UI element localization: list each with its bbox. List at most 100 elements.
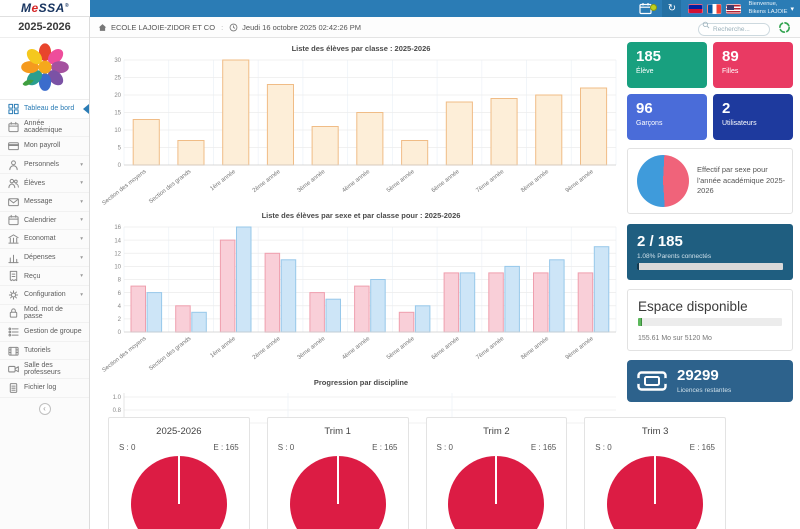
sidebar-item-label: Mod. mot de passe [24, 306, 63, 321]
stat-card-filles: 89 Filles [713, 42, 793, 88]
breadcrumb-bar: ECOLE LAJOIE-ZIDOR ET CO : Jeudi 16 octo… [90, 17, 800, 38]
trim-s-value: S : 0 [119, 443, 136, 452]
sidebar-item-label: Configuration [24, 291, 66, 299]
right-column: 185 Élève 89 Filles 96 Garçons 2 Utilisateurs E… [627, 42, 793, 402]
sidebar-item-label: Tableau de bord [24, 105, 75, 113]
svg-text:9ème année: 9ème année [565, 168, 596, 194]
stat-value: 89 [722, 48, 739, 65]
user-menu[interactable]: Bienvenue, Bikens LAJOIE ▾ [748, 1, 794, 15]
sex-pie-card: Effectif par sexe pour l'année académiqu… [627, 148, 793, 214]
sex-pie-caption: Effectif par sexe pour l'année académiqu… [697, 165, 786, 196]
sidebar-item-configuration[interactable]: Configuration ▾ [0, 285, 89, 305]
sidebar-item-ann-e-acad-mique[interactable]: Année académique [0, 118, 89, 138]
stat-label: Filles [722, 67, 739, 75]
svg-text:6: 6 [118, 291, 122, 297]
chart-title: Progression par discipline [313, 378, 409, 387]
sidebar-item-gestion-de-groupe[interactable]: Gestion de groupe [0, 323, 89, 342]
sidebar-item-label: Élèves [24, 179, 46, 187]
sidebar-item-label: Fichier log [24, 384, 57, 392]
flag-usa-icon[interactable] [726, 3, 742, 14]
trim-s-value: S : 0 [595, 443, 612, 452]
trimester-title: Trim 1 [324, 426, 351, 437]
svg-text:12: 12 [114, 251, 121, 257]
refresh-button[interactable]: ↻ [662, 0, 682, 17]
brand-logo[interactable]: MeSSA® [0, 0, 90, 17]
svg-text:Section des grands: Section des grands [148, 169, 192, 205]
sidebar-item-re-u[interactable]: Reçu ▾ [0, 267, 89, 286]
pie-zero-slice [336, 456, 339, 504]
main-content: Liste des élèves par classe : 2025-2026 … [90, 38, 800, 529]
trimester-card-2025-2026: 2025-2026 S : 0 E : 165 [108, 417, 250, 529]
dashboard-icon [8, 103, 19, 114]
chevron-down-icon: ▾ [80, 161, 83, 168]
svg-text:8ème année: 8ème année [520, 335, 551, 361]
sidebar-item-mod-mot-de-passe[interactable]: Mod. mot de passe [0, 304, 89, 324]
svg-text:5: 5 [118, 146, 122, 152]
breadcrumb: ECOLE LAJOIE-ZIDOR ET CO : Jeudi 16 octo… [98, 23, 361, 32]
svg-text:3ème année: 3ème année [297, 335, 328, 361]
sync-button[interactable] [777, 20, 792, 35]
trimester-pie-chart [448, 456, 545, 529]
licenses-card: 29299 Licences restantes [627, 360, 793, 402]
bank-icon [8, 234, 19, 244]
stat-card-utilisateurs: 2 Utilisateurs [713, 94, 793, 140]
trimester-title: Trim 3 [641, 426, 669, 437]
svg-text:4: 4 [118, 304, 122, 310]
trimester-pie-chart [289, 456, 386, 529]
parents-label: 1.08% Parents connectés [637, 253, 712, 260]
calendar-button[interactable] [639, 2, 658, 15]
stat-value: 2 [722, 100, 731, 117]
calendar-icon [8, 215, 19, 226]
collapse-sidebar-button[interactable]: ‹ [38, 402, 51, 415]
svg-text:8: 8 [118, 278, 122, 284]
trimester-title: 2025-2026 [156, 426, 202, 437]
sidebar: 2025-2026 Tableau de bord Année académiqu… [0, 17, 90, 529]
sidebar-item-calendrier[interactable]: Calendrier ▾ [0, 211, 89, 231]
svg-text:9ème année: 9ème année [565, 335, 596, 361]
stat-cards: 185 Élève 89 Filles 96 Garçons 2 Utilisateurs [627, 42, 793, 140]
sidebar-item-economat[interactable]: Economat ▾ [0, 230, 89, 249]
svg-text:6ème année: 6ème année [431, 168, 462, 194]
ticket-icon [637, 371, 667, 391]
sidebar-item-label: Message [24, 198, 53, 206]
sidebar-item--l-ves[interactable]: Élèves ▾ [0, 174, 89, 193]
gears-icon [8, 290, 19, 300]
lock-icon [9, 308, 18, 318]
sidebar-item-fichier-log[interactable]: Fichier log [0, 378, 89, 398]
search-input[interactable] [698, 23, 770, 36]
trimester-card-trim-2: Trim 2 S : 0 E : 165 [425, 417, 568, 529]
sidebar-item-tableau-de-bord[interactable]: Tableau de bord [0, 100, 89, 119]
trimester-card-trim-3: Trim 3 S : 0 E : 165 [584, 417, 726, 529]
trimester-pie-chart [607, 456, 704, 529]
user-name: Bikens LAJOIE [748, 8, 788, 15]
chevron-down-icon: ▾ [80, 235, 83, 242]
chevron-down-icon: ▾ [80, 273, 83, 280]
chevron-down-icon: ▾ [80, 291, 83, 298]
svg-text:25: 25 [114, 76, 121, 82]
chart-icon [8, 254, 19, 263]
language-flags [688, 3, 742, 14]
pie-zero-slice [495, 456, 498, 504]
school-name: ECOLE LAJOIE-ZIDOR ET CO [111, 22, 216, 32]
flag-haiti-icon[interactable] [688, 3, 704, 14]
svg-text:6ème année: 6ème année [431, 335, 462, 361]
svg-text:16: 16 [114, 225, 121, 231]
sidebar-item-message[interactable]: Message ▾ [0, 192, 89, 212]
svg-text:0.8: 0.8 [113, 408, 122, 414]
sidebar-item-salle-des-professeurs[interactable]: Salle des professeurs [0, 360, 89, 379]
topbar-actions: ↻ Bienvenue, Bikens LAJOIE ▾ [639, 0, 800, 17]
sidebar-item-label: Tutoriels [24, 347, 51, 355]
academic-year-label: 2025-2026 [0, 17, 89, 38]
breadcrumb-separator: : [221, 22, 224, 32]
svg-text:Section des moyens: Section des moyens [101, 336, 147, 372]
stat-value: 96 [636, 100, 653, 117]
flag-france-icon[interactable] [707, 3, 723, 14]
sidebar-item-personnels[interactable]: Personnels ▾ [0, 155, 89, 175]
sidebar-item-tutoriels[interactable]: Tutoriels [0, 341, 89, 361]
parents-ratio: 2 / 185 [637, 233, 683, 250]
sidebar-item-mon-payroll[interactable]: Mon payroll [0, 137, 89, 156]
svg-text:5ème année: 5ème année [386, 168, 417, 194]
top-navbar: MeSSA® ↻ Bienvenue, Bi [0, 0, 800, 17]
sidebar-item-d-penses[interactable]: Dépenses ▾ [0, 248, 89, 268]
